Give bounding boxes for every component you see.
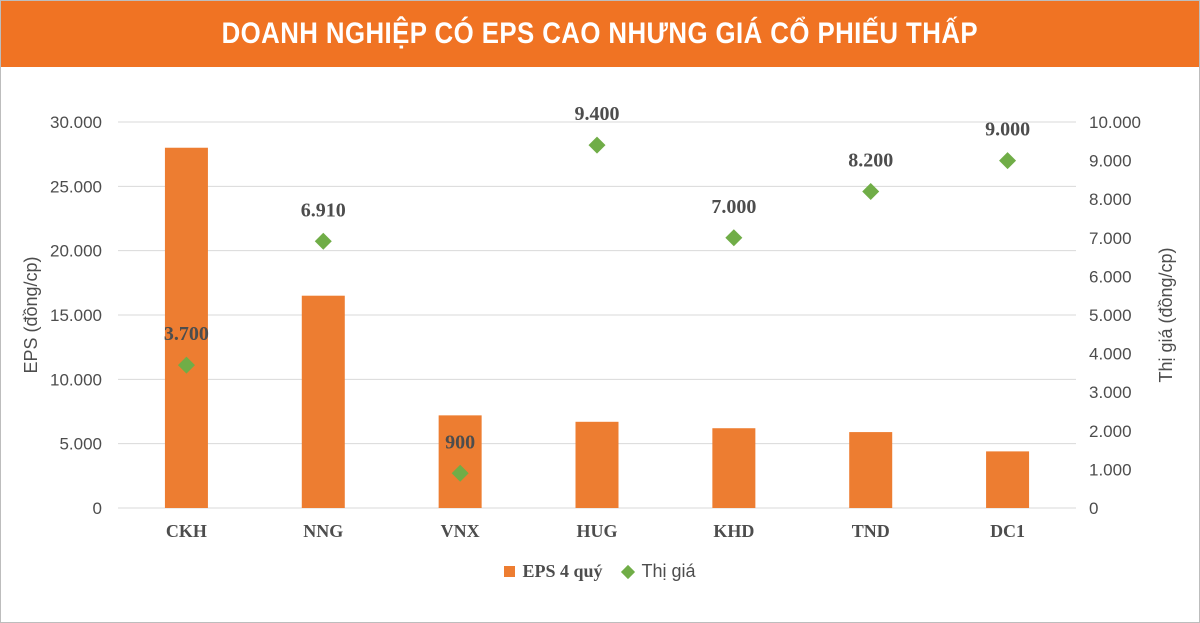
- x-tick-label: CKH: [166, 521, 207, 541]
- bar-ckh: [164, 147, 208, 508]
- y-tick-left: 0: [93, 499, 102, 518]
- data-label: 900: [445, 431, 475, 453]
- y-tick-right: 1.000: [1089, 460, 1132, 479]
- y-axis-title-right: Thị giá (đồng/cp): [1156, 247, 1176, 382]
- chart-title: DOANH NGHIỆP CÓ EPS CAO NHƯNG GIÁ CỔ PHI…: [221, 17, 979, 50]
- bar-khd: [712, 428, 756, 508]
- legend-item-eps: EPS 4 quý: [504, 561, 603, 582]
- y-tick-right: 9.000: [1089, 152, 1132, 171]
- y-tick-left: 15.000: [50, 306, 102, 325]
- marker-tnd: [862, 182, 880, 200]
- y-tick-right: 2.000: [1089, 422, 1132, 441]
- title-banner: DOANH NGHIỆP CÓ EPS CAO NHƯNG GIÁ CỔ PHI…: [1, 1, 1199, 67]
- legend: EPS 4 quý Thị giá: [1, 561, 1199, 582]
- x-tick-label: DC1: [990, 521, 1025, 541]
- x-tick-label: KHD: [713, 521, 754, 541]
- x-tick-label: VNX: [441, 521, 480, 541]
- bar-hug: [575, 421, 619, 508]
- legend-bar-swatch: [504, 566, 516, 577]
- y-tick-left: 5.000: [59, 435, 102, 454]
- legend-item-price: Thị giá: [620, 561, 696, 582]
- y-tick-left: 30.000: [50, 113, 102, 132]
- legend-diamond-swatch: [620, 564, 635, 579]
- data-label: 6.910: [301, 199, 346, 221]
- x-tick-label: TND: [852, 521, 890, 541]
- y-axis-title-left: EPS (đồng/cp): [21, 256, 41, 373]
- bar-dc1: [986, 451, 1030, 508]
- marker-nng: [314, 232, 332, 250]
- x-tick-label: NNG: [303, 521, 343, 541]
- data-label: 9.400: [575, 103, 620, 125]
- y-tick-right: 10.000: [1089, 113, 1141, 132]
- bar-vnx: [438, 415, 482, 508]
- y-tick-left: 10.000: [50, 370, 102, 389]
- marker-ckh: [177, 356, 195, 374]
- y-tick-left: 20.000: [50, 242, 102, 261]
- y-tick-right: 5.000: [1089, 306, 1132, 325]
- data-label: 9.000: [985, 119, 1030, 141]
- bar-nng: [301, 295, 345, 508]
- marker-vnx: [451, 464, 469, 482]
- y-tick-right: 3.000: [1089, 383, 1132, 402]
- legend-price-label: Thị giá: [641, 561, 696, 581]
- x-tick-label: HUG: [576, 521, 617, 541]
- y-tick-right: 6.000: [1089, 267, 1132, 286]
- bar-tnd: [849, 432, 893, 508]
- marker-hug: [588, 136, 606, 154]
- y-tick-right: 8.000: [1089, 190, 1132, 209]
- y-tick-right: 4.000: [1089, 345, 1132, 364]
- data-label: 7.000: [711, 196, 756, 218]
- y-tick-left: 25.000: [50, 177, 102, 196]
- y-tick-right: 7.000: [1089, 229, 1132, 248]
- marker-khd: [725, 229, 743, 247]
- marker-dc1: [999, 152, 1017, 170]
- data-label: 3.700: [164, 323, 209, 345]
- y-tick-right: 0: [1089, 499, 1098, 518]
- legend-eps-label: EPS 4 quý: [522, 561, 603, 581]
- data-label: 8.200: [848, 149, 893, 171]
